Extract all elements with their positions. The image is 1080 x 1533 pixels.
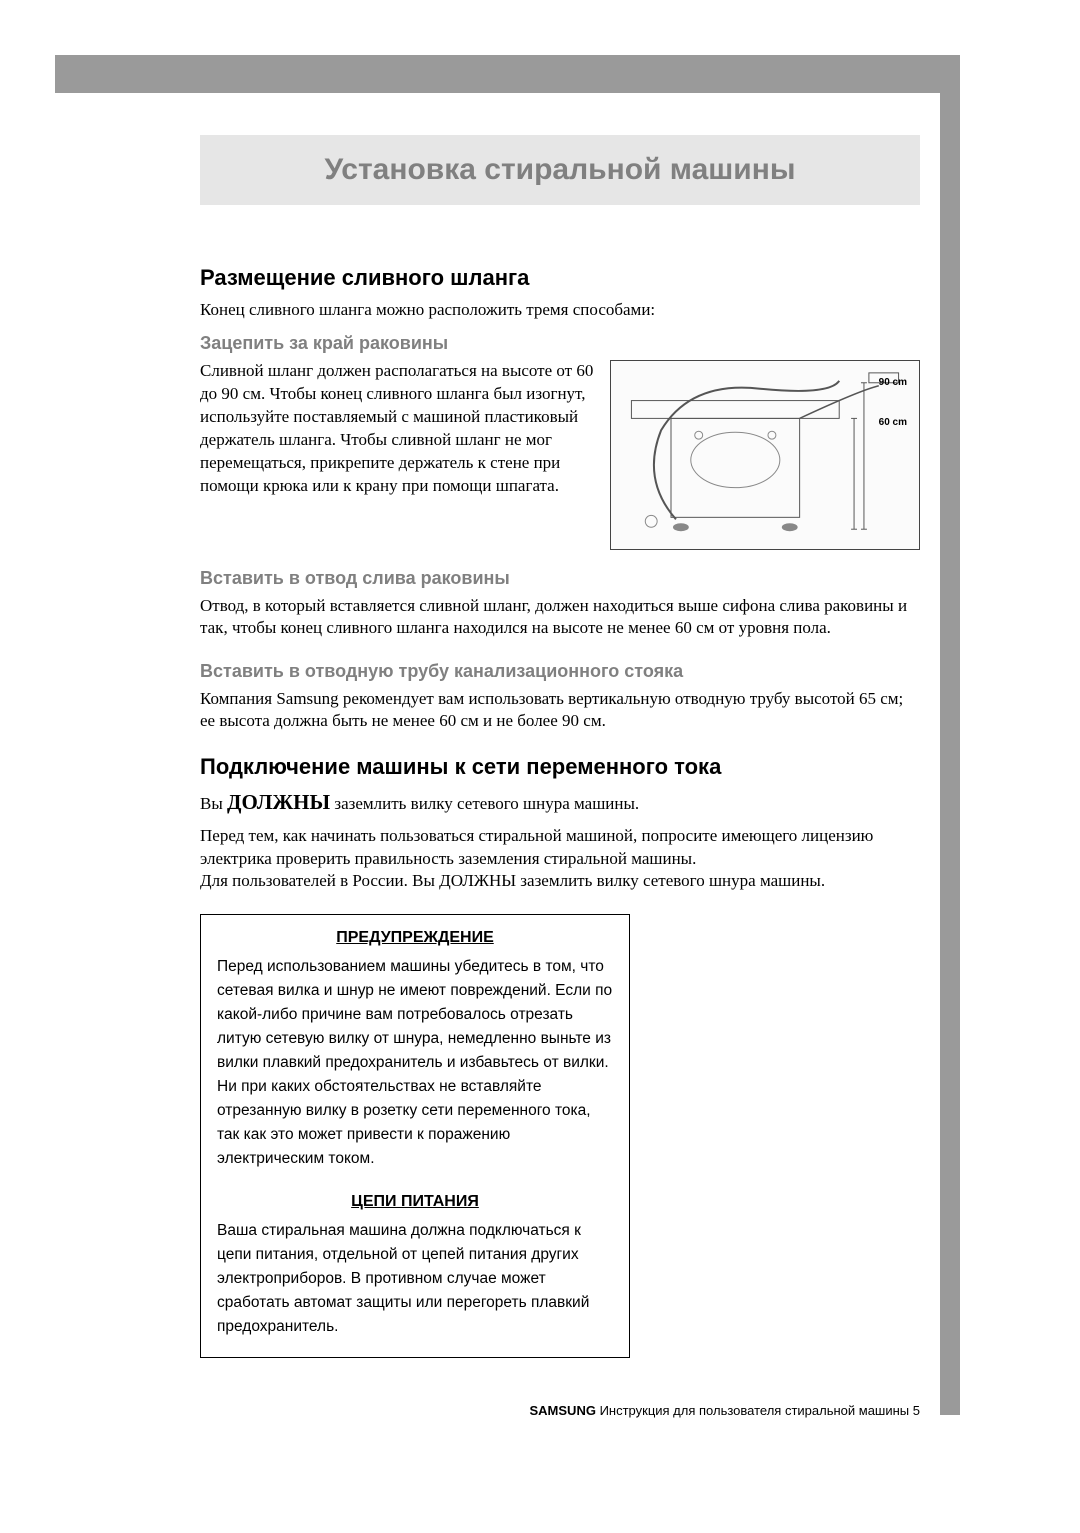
- warning-para-2: Ваша стиральная машина должна подключать…: [217, 1219, 613, 1339]
- drain-opt3-para: Компания Samsung рекомендует вам использ…: [200, 688, 920, 732]
- drain-opt1-row: Сливной шланг должен располагаться на вы…: [200, 360, 920, 550]
- side-bar: [940, 55, 960, 1415]
- power-section-heading: Подключение машины к сети переменного то…: [200, 754, 920, 780]
- drain-opt2-heading: Вставить в отвод слива раковины: [200, 568, 920, 589]
- power-must-pre: Вы: [200, 794, 227, 813]
- warning-heading-1: ПРЕДУПРЕЖДЕНИЕ: [217, 929, 613, 947]
- footer-page: 5: [913, 1403, 920, 1418]
- page-title: Установка стиральной машины: [230, 153, 890, 187]
- drain-opt1-para: Сливной шланг должен располагаться на вы…: [200, 360, 594, 498]
- header-bar: [55, 55, 960, 93]
- title-box: Установка стиральной машины: [200, 135, 920, 205]
- diagram-label-60: 60 cm: [879, 417, 907, 428]
- drain-intro: Конец сливного шланга можно расположить …: [200, 299, 920, 321]
- power-must-word: ДОЛЖНЫ: [227, 790, 330, 814]
- drain-opt2-para: Отвод, в который вставляется сливной шла…: [200, 595, 920, 639]
- diagram-label-90: 90 cm: [879, 377, 907, 388]
- drain-opt1-heading: Зацепить за край раковины: [200, 333, 920, 354]
- page-footer: SAMSUNG Инструкция для пользователя стир…: [530, 1403, 921, 1418]
- drain-opt3-heading: Вставить в отводную трубу канализационно…: [200, 661, 920, 682]
- footer-brand: SAMSUNG: [530, 1403, 596, 1418]
- drain-diagram-svg: [611, 361, 919, 549]
- footer-text: Инструкция для пользователя стиральной м…: [600, 1403, 910, 1418]
- page-content: Установка стиральной машины Размещение с…: [200, 135, 920, 1358]
- drain-section-heading: Размещение сливного шланга: [200, 265, 920, 291]
- drain-opt1-text: Сливной шланг должен располагаться на вы…: [200, 360, 594, 550]
- warning-box: ПРЕДУПРЕЖДЕНИЕ Перед использованием маши…: [200, 914, 630, 1358]
- power-must-line: Вы ДОЛЖНЫ заземлить вилку сетевого шнура…: [200, 790, 920, 815]
- power-must-post: заземлить вилку сетевого шнура машины.: [330, 794, 639, 813]
- drain-diagram: 90 cm 60 cm: [610, 360, 920, 550]
- power-para: Перед тем, как начинать пользоваться сти…: [200, 825, 920, 891]
- warning-heading-2: ЦЕПИ ПИТАНИЯ: [217, 1193, 613, 1211]
- warning-para-1: Перед использованием машины убедитесь в …: [217, 955, 613, 1171]
